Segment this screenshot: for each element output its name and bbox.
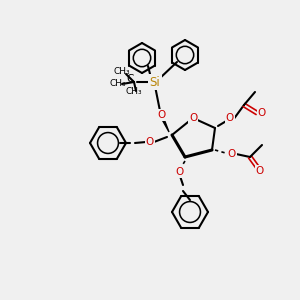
Text: O: O	[228, 149, 236, 159]
Text: Si: Si	[150, 76, 160, 88]
Text: CH₃: CH₃	[110, 80, 126, 88]
Text: O: O	[146, 137, 154, 147]
Text: O: O	[158, 110, 166, 120]
Text: O: O	[189, 113, 197, 123]
Text: CH₃: CH₃	[114, 68, 130, 76]
Text: C: C	[126, 74, 134, 84]
Text: O: O	[256, 166, 264, 176]
Text: O: O	[176, 167, 184, 177]
Text: O: O	[226, 113, 234, 123]
Text: O: O	[258, 108, 266, 118]
Text: CH₃: CH₃	[126, 88, 142, 97]
Polygon shape	[161, 116, 169, 132]
